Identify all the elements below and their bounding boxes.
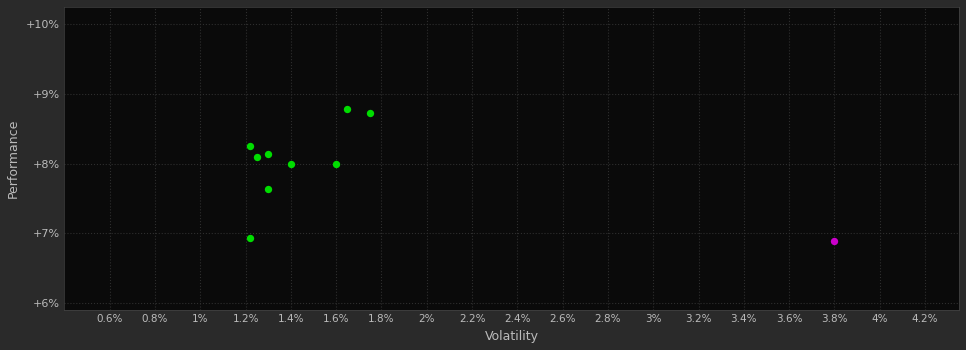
Point [261, 187, 276, 192]
Point [283, 161, 298, 166]
Point [242, 235, 258, 241]
Point [328, 161, 344, 166]
Point [827, 239, 842, 244]
Point [242, 143, 258, 149]
Point [261, 152, 276, 157]
Point [362, 111, 378, 116]
Y-axis label: Performance: Performance [7, 119, 20, 198]
X-axis label: Volatility: Volatility [485, 330, 539, 343]
Point [340, 106, 355, 112]
Point [249, 154, 265, 159]
